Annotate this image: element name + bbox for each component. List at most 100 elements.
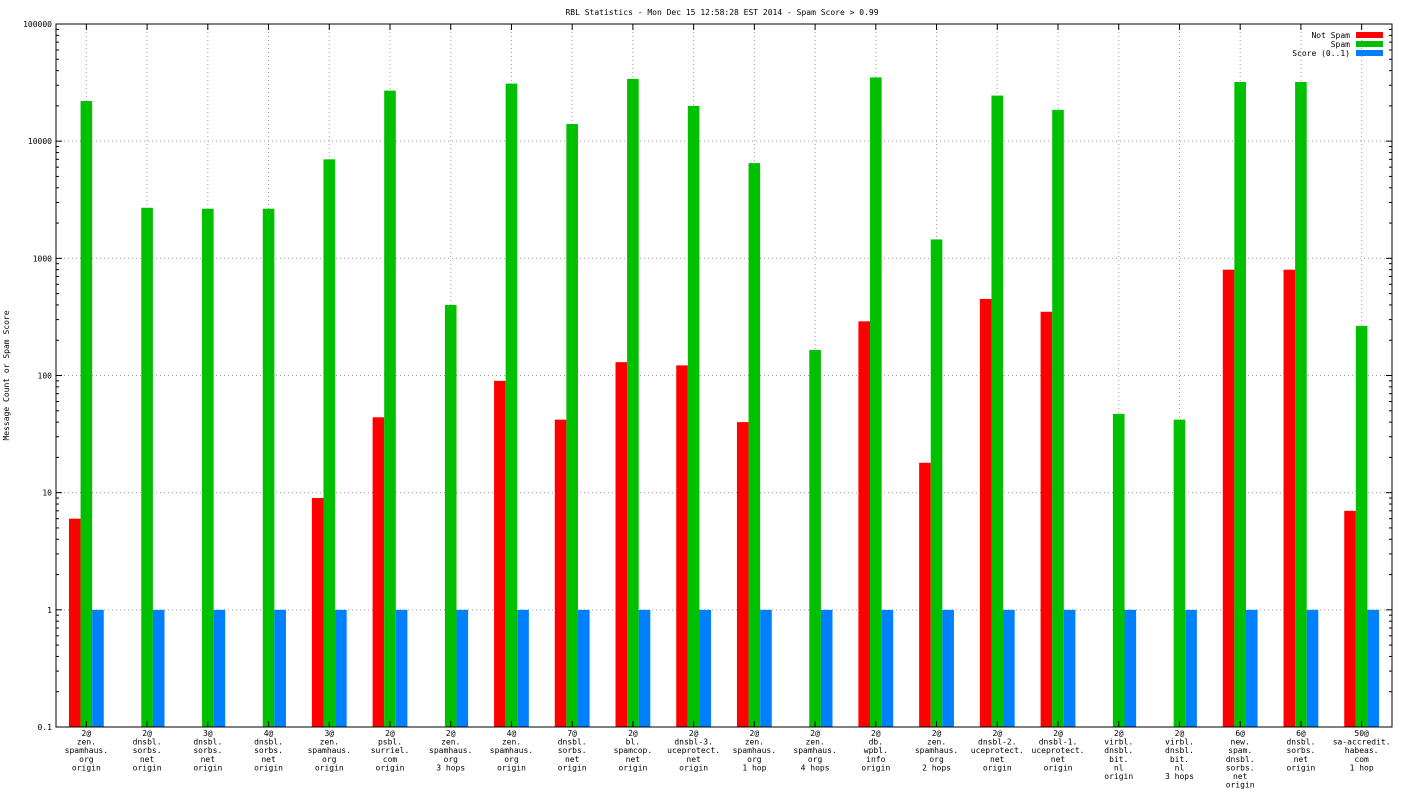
bar-score-0-1- (517, 609, 529, 727)
bar-spam (809, 350, 821, 727)
x-tick-label: 2@ virbl. dnsbl. bit. nl 3 hops (1165, 729, 1194, 781)
bar-not-spam (858, 321, 871, 727)
x-axis-labels: 2@ zen. spamhaus. org origin 2@ dnsbl. sorbs. ne… (65, 729, 1391, 790)
bar-score-0-1- (881, 609, 894, 727)
bar-spam (80, 101, 93, 727)
x-tick-label: 2@ dnsbl-3. uceprotect. net origin (667, 729, 720, 772)
bar-not-spam (68, 518, 81, 727)
bar-score-0-1- (760, 609, 772, 727)
x-tick-label: 3@ zen. spamhaus. org origin (308, 729, 351, 772)
chart-title: RBL Statistics - Mon Dec 15 12:58:28 EST… (565, 8, 878, 17)
bar-spam (1295, 81, 1307, 728)
bar-not-spam (372, 417, 385, 727)
bar-spam (1234, 81, 1246, 728)
y-tick-label: 1000 (33, 254, 52, 263)
bar-score-0-1- (1124, 609, 1137, 727)
bar-score-0-1- (1003, 609, 1015, 727)
bar-spam (566, 124, 578, 727)
y-tick-label: 100000 (23, 20, 52, 29)
x-tick-label: 50@ sa-accredit. habeas. com 1 hop (1333, 729, 1391, 772)
x-tick-label: 2@ db. wpbl. info origin (861, 729, 890, 772)
bar-score-0-1- (92, 609, 104, 727)
bar-not-spam (1283, 269, 1296, 727)
bar-not-spam (919, 462, 931, 727)
grid-lines (56, 24, 1392, 727)
plot-frame (55, 23, 1393, 728)
x-tick-label: 3@ dnsbl. sorbs. net origin (193, 729, 222, 772)
y-tick-label: 100 (38, 372, 53, 381)
bar-spam (1052, 109, 1064, 728)
bar-not-spam (615, 362, 628, 727)
bar-score-0-1- (152, 609, 165, 727)
bar-spam (505, 83, 518, 727)
x-tick-label: 2@ psbl. surriel. com origin (371, 729, 410, 772)
legend-swatch (1356, 41, 1383, 47)
bar-spam (1355, 325, 1368, 727)
x-tick-label: 2@ zen. spamhaus. org 4 hops (793, 729, 836, 772)
bar-not-spam (1040, 311, 1053, 727)
bar-not-spam (494, 380, 506, 727)
bar-spam (627, 78, 639, 728)
bar-score-0-1- (577, 609, 590, 727)
bar-spam (323, 159, 336, 727)
legend-label: Score (0..1) (1292, 49, 1350, 58)
bar-spam (384, 90, 396, 727)
x-tick-label: 2@ zen. spamhaus. org 1 hop (733, 729, 776, 772)
y-axis-label: Message Count or Spam Score (2, 310, 11, 440)
bar-not-spam (1344, 510, 1356, 727)
bar-spam (202, 208, 214, 727)
y-tick-label: 0.1 (38, 723, 53, 732)
bar-not-spam (554, 419, 567, 727)
bar-score-0-1- (1063, 609, 1076, 727)
x-tick-label: 4@ dnsbl. sorbs. net origin (254, 729, 283, 772)
bar-spam (1112, 413, 1125, 727)
legend-label: Not Spam (1311, 31, 1350, 40)
x-tick-label: 6@ dnsbl. sorbs. net origin (1286, 729, 1315, 772)
y-tick-label: 10000 (28, 137, 52, 146)
x-tick-label: 2@ zen. spamhaus. org origin (65, 729, 108, 772)
bar-not-spam (1222, 269, 1235, 727)
y-tick-label: 1 (47, 606, 52, 615)
x-tick-label: 2@ virbl. dnsbl. bit. nl origin (1104, 729, 1133, 781)
bar-spam (991, 95, 1004, 727)
x-tick-label: 2@ zen. spamhaus. org 3 hops (429, 729, 472, 772)
y-tick-label: 10 (42, 489, 52, 498)
bar-spam (1173, 419, 1186, 727)
bar-not-spam (736, 422, 749, 727)
bar-spam (444, 304, 457, 727)
bar-not-spam (311, 498, 324, 727)
bar-spam (870, 77, 882, 727)
legend-swatch (1356, 32, 1383, 38)
x-tick-label: 2@ dnsbl-1. uceprotect. net origin (1032, 729, 1085, 772)
bar-not-spam (979, 298, 992, 727)
x-tick-label: 6@ new. spam. dnsbl. sorbs. net origin (1226, 729, 1255, 790)
x-tick-label: 2@ dnsbl-2. uceprotect. net origin (971, 729, 1024, 772)
bar-score-0-1- (699, 609, 712, 727)
bar-spam (262, 208, 275, 727)
bar-score-0-1- (335, 609, 347, 727)
y-axis-ticks: 0.1 1 10 100 1000 10000 100000 (23, 20, 1392, 732)
bar-score-0-1- (638, 609, 651, 727)
bar-score-0-1- (395, 609, 408, 727)
bar-score-0-1- (820, 609, 833, 727)
bar-not-spam (676, 365, 688, 727)
x-tick-label: 2@ bl. spamcop. net origin (614, 729, 653, 772)
bar-score-0-1- (1367, 609, 1380, 727)
legend-swatch (1356, 50, 1383, 56)
bar-spam (748, 163, 761, 728)
x-tick-label: 2@ zen. spamhaus. org 2 hops (915, 729, 958, 772)
x-tick-label: 2@ dnsbl. sorbs. net origin (133, 729, 162, 772)
bar-spam (687, 105, 700, 727)
bar-score-0-1- (1185, 609, 1197, 727)
legend-label: Spam (1331, 40, 1350, 49)
x-tick-label: 4@ zen. spamhaus. org origin (490, 729, 533, 772)
bar-spam (141, 207, 153, 728)
bar-score-0-1- (274, 609, 286, 727)
x-tick-label: 7@ dnsbl. sorbs. net origin (558, 729, 587, 772)
bar-score-0-1- (1306, 609, 1319, 727)
bar-score-0-1- (1245, 609, 1258, 727)
bar-score-0-1- (456, 609, 469, 727)
bars (68, 77, 1380, 728)
